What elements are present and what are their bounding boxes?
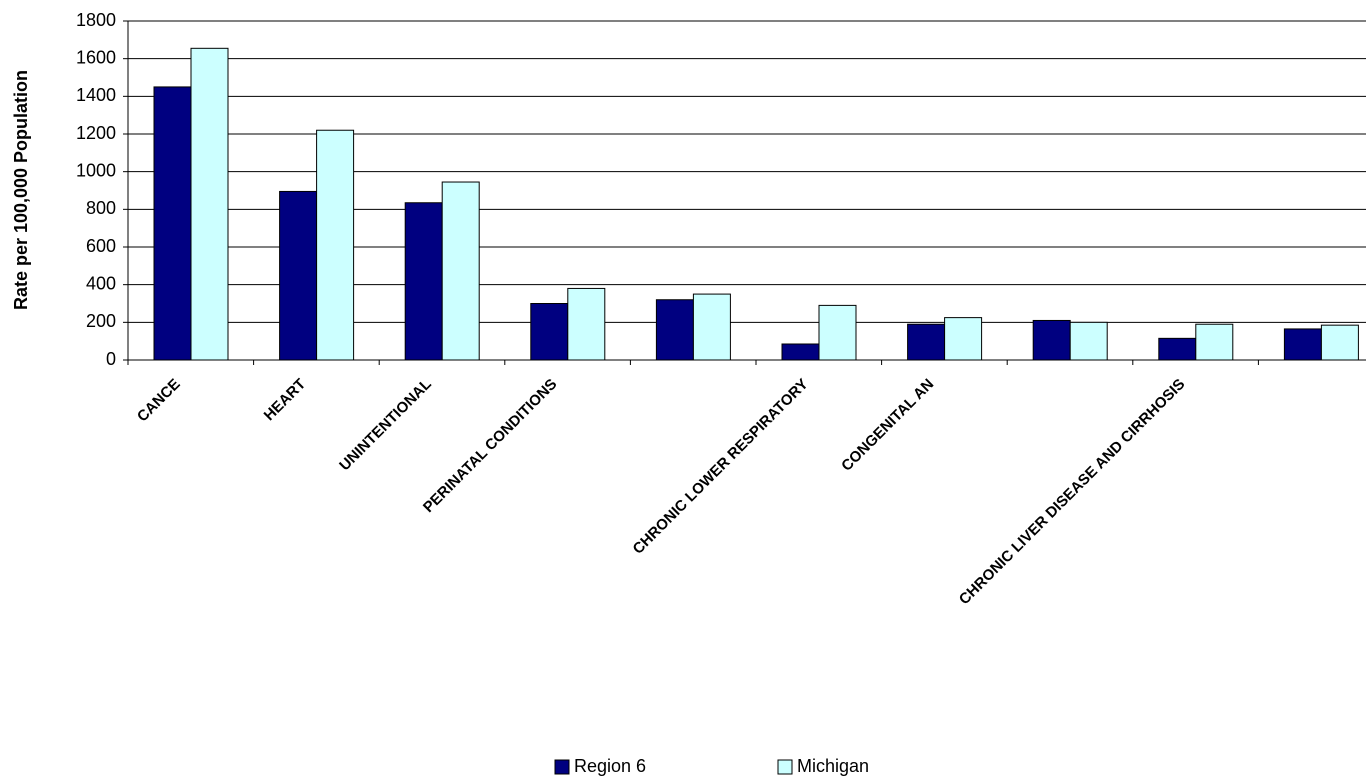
bar bbox=[944, 317, 983, 361]
y-tick-label: 1000 bbox=[76, 160, 116, 180]
y-axis-title: Rate per 100,000 Population bbox=[11, 70, 31, 310]
bar bbox=[1158, 337, 1197, 361]
y-tick-label: 200 bbox=[86, 311, 116, 331]
x-tick-label: UNINTENTIONAL bbox=[336, 376, 435, 475]
legend-label: Region 6 bbox=[574, 756, 646, 776]
x-tick-label: HEART bbox=[261, 376, 310, 425]
bar bbox=[404, 202, 443, 361]
x-tick-label: CHRONIC LOWER RESPIRATORY bbox=[629, 376, 811, 558]
y-tick-label: 400 bbox=[86, 273, 116, 293]
y-tick-label: 800 bbox=[86, 198, 116, 218]
x-tick-label: PERINATAL CONDITIONS bbox=[420, 376, 560, 516]
bar bbox=[441, 181, 480, 361]
bar bbox=[153, 86, 192, 361]
bar bbox=[567, 287, 606, 361]
y-tick-label: 600 bbox=[86, 236, 116, 256]
bar bbox=[781, 343, 820, 361]
bar bbox=[1320, 324, 1359, 361]
x-tick-label: CHRONIC LIVER DISEASE AND CIRRHOSIS bbox=[956, 376, 1189, 609]
bar bbox=[279, 190, 318, 361]
y-tick-label: 1600 bbox=[76, 47, 116, 67]
bar bbox=[1195, 323, 1234, 361]
y-tick-label: 0 bbox=[106, 349, 116, 369]
y-tick-label: 1400 bbox=[76, 85, 116, 105]
y-tick-label: 1800 bbox=[76, 10, 116, 30]
bar bbox=[530, 303, 569, 361]
bar bbox=[190, 47, 229, 361]
x-tick-label: CANCE bbox=[134, 376, 184, 426]
bar bbox=[692, 293, 731, 361]
bar bbox=[316, 129, 355, 361]
bar bbox=[818, 304, 857, 361]
x-tick-label: CONGENITAL AN bbox=[838, 376, 937, 475]
bar bbox=[1069, 321, 1108, 361]
bar bbox=[1032, 319, 1071, 361]
y-tick-label: 1200 bbox=[76, 123, 116, 143]
bar bbox=[655, 299, 694, 361]
bar bbox=[1283, 328, 1322, 361]
bar bbox=[907, 323, 946, 361]
legend-swatch bbox=[777, 759, 793, 775]
legend-label: Michigan bbox=[797, 756, 869, 776]
legend-swatch bbox=[554, 759, 570, 775]
